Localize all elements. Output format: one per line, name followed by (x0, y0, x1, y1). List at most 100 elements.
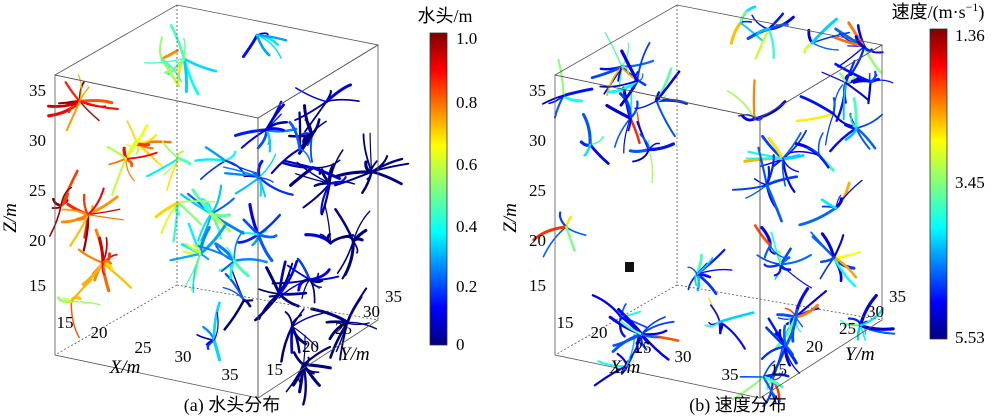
fracture-segment (752, 79, 756, 120)
fracture-segment (817, 132, 824, 157)
panel-caption: (b) 速度分布 (689, 395, 787, 416)
fracture-segment (313, 182, 331, 187)
fracture-segment (647, 142, 675, 152)
y-tick: 20 (302, 337, 319, 356)
colorbar-title-main: 速度/(m·s (892, 2, 966, 23)
fracture-segment (844, 126, 858, 141)
fracture-segment (558, 211, 568, 229)
fracture-segment (240, 128, 268, 149)
fracture-segment (256, 213, 282, 236)
y-tick: 25 (839, 319, 856, 338)
fracture-segment (212, 301, 221, 342)
fracture-segment (288, 120, 302, 151)
fracture-segment (213, 311, 219, 341)
fracture-segment (604, 32, 623, 68)
fracture-segment (763, 244, 772, 259)
fracture-segment (197, 212, 212, 242)
fracture-segment (696, 268, 733, 275)
fracture-segment (648, 148, 654, 183)
fracture-segment (756, 254, 782, 266)
fracture-segment (655, 99, 676, 138)
fracture-segment (320, 182, 331, 215)
fracture-segment (807, 28, 814, 45)
y-axis-head: 15 20 25 30 35 Y/m (266, 287, 402, 379)
fracture-segment (687, 266, 698, 275)
fracture-segment (284, 311, 294, 328)
fracture-segment (605, 103, 632, 120)
fracture-segment (832, 256, 857, 288)
fracture-segment (562, 87, 594, 97)
z-tick: 30 (529, 131, 546, 150)
z-tick: 25 (29, 181, 46, 200)
fracture-segment (754, 28, 770, 60)
fracture-segment (629, 100, 639, 120)
x-tick: 20 (91, 323, 108, 342)
y-tick: 35 (889, 287, 906, 306)
fracture-segment (784, 308, 799, 349)
fracture-segment (329, 321, 349, 359)
colorbar-tick: 5.53 (955, 328, 985, 347)
fracture-segment (224, 160, 260, 175)
fracture-segment (183, 37, 186, 60)
fracture-segment (265, 103, 285, 131)
fracture-segment (782, 157, 800, 173)
fracture-segment (336, 240, 355, 274)
fracture-segment (87, 214, 125, 221)
colorbar-title-sup: −1 (966, 0, 979, 14)
fracture-segment (304, 100, 328, 133)
fracture-segment (220, 259, 236, 273)
fracture-segment (619, 320, 643, 336)
fracture-segment (762, 376, 781, 403)
fracture-segment (233, 230, 244, 262)
fracture-segment (611, 332, 644, 353)
fracture-segment (362, 133, 373, 173)
fracture-segment (82, 193, 90, 216)
fracture-segment (309, 134, 313, 163)
fracture-segment (161, 58, 182, 83)
fracture-segment (740, 10, 748, 24)
fracture-segment (223, 166, 261, 179)
fracture-segment (583, 143, 592, 157)
fracture-segment (70, 300, 80, 339)
fracture-segment (562, 93, 583, 103)
fracture-segment (852, 97, 858, 130)
fracture-segment (223, 299, 246, 331)
fracture-segment (177, 157, 192, 166)
y-tick: 35 (385, 287, 402, 306)
panel-caption: (a) 水头分布 (184, 395, 280, 416)
colorbar-tick: 1.36 (955, 26, 985, 45)
z-axis-label: Z/m (0, 203, 21, 233)
z-axis-head: 35 30 25 20 15 Z/m (0, 81, 46, 295)
fracture-segment (271, 278, 311, 285)
fracture-segment (47, 99, 82, 108)
fracture-segment (295, 87, 328, 103)
fracture-segment (718, 320, 746, 350)
fracture-segment (854, 35, 866, 48)
y-axis-label: Y/m (340, 344, 370, 365)
fracture-segment (64, 81, 81, 103)
fracture-segment (224, 150, 237, 162)
z-tick: 35 (29, 81, 46, 100)
fracture-segment (258, 153, 277, 179)
fracture-segment (164, 57, 186, 74)
fracture-segment (789, 150, 820, 157)
fracture-segment (740, 20, 753, 24)
fracture-segment (829, 126, 858, 153)
x-tick: 25 (635, 338, 652, 357)
y-axis-label: Y/m (845, 344, 875, 365)
fracture-segment (784, 345, 794, 356)
y-tick: 15 (266, 360, 283, 379)
fracture-segment (618, 92, 632, 120)
z-tick: 25 (529, 181, 546, 200)
fracture-segment (209, 184, 223, 215)
fracture-segment (160, 49, 179, 61)
fracture-segment (270, 148, 301, 175)
fracture-segment (781, 157, 786, 187)
fracture-segment (335, 170, 374, 178)
fracture-segment (811, 31, 851, 44)
fracture-segment (795, 112, 835, 123)
fracture-segment (842, 81, 847, 121)
fracture-segment (77, 74, 82, 102)
fracture-segment (803, 41, 814, 54)
fracture-segment (731, 184, 768, 191)
